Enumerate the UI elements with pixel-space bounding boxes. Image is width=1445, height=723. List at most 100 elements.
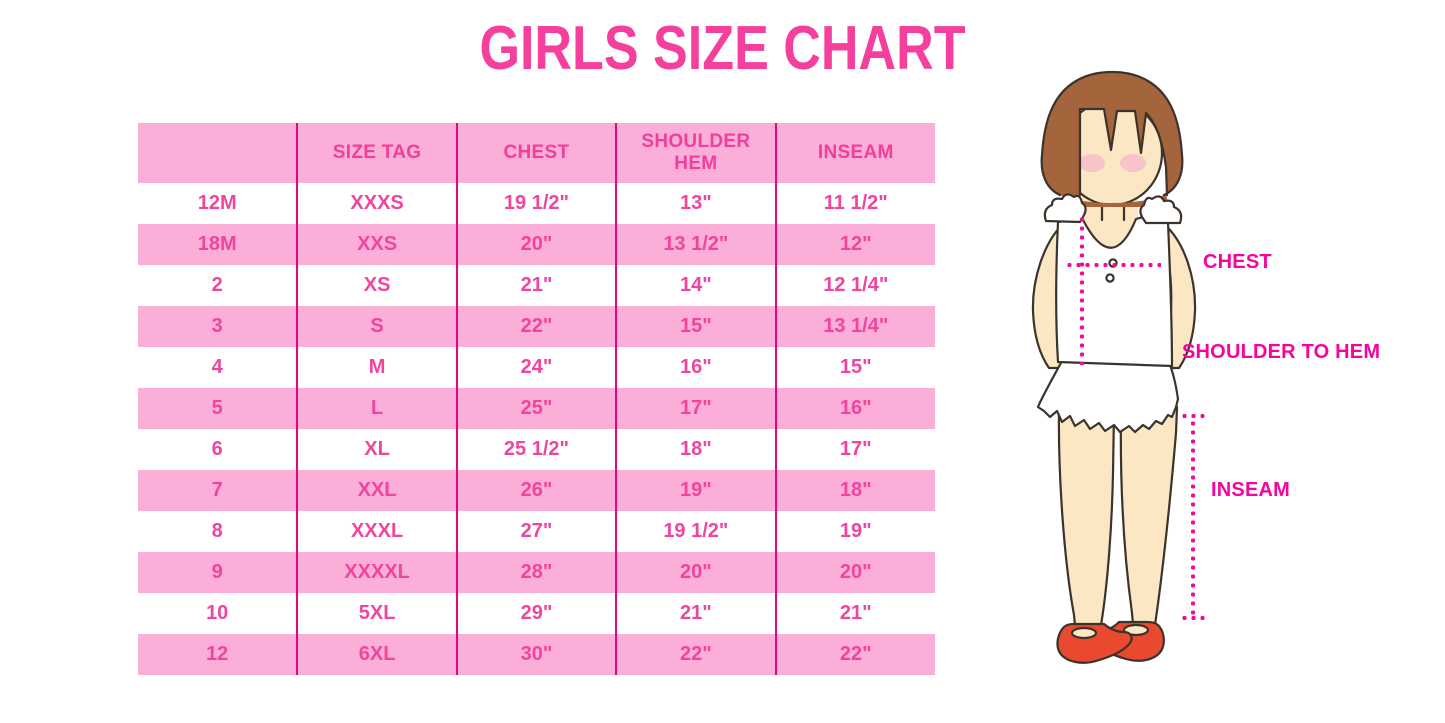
table-row: 6 XL 25 1/2" 18" 17" [138,429,935,470]
table-cell: 22" [615,634,776,675]
size-table-header: SIZE TAG CHEST SHOULDER HEM INSEAM [138,123,935,183]
table-cell: 12M [197,192,237,214]
table-cell: 25" [455,388,617,429]
column-header: SHOULDER HEM [615,123,776,183]
table-cell: 6XL [296,634,457,675]
column-header [138,123,298,183]
ruffle-left [1043,193,1087,224]
table-cell: 11 1/2" [774,183,935,224]
inseam-label: INSEAM [1211,479,1290,501]
table-cell: 24" [455,347,617,388]
table-cell: 18" [774,470,935,511]
table-row: 12 6XL 30" 22" 22" [138,634,935,675]
shoe-left-opening [1070,626,1098,640]
girl-illustration [1031,71,1197,664]
table-cell: 17" [774,429,935,470]
table-row: 5 L 25" 17" 16" [138,388,935,429]
table-cell: 26" [455,470,617,511]
skirt [1036,359,1180,434]
table-cell: 4 [211,356,223,378]
table-row: 4 M 24" 16" 15" [138,347,935,388]
table-cell: 12 1/4" [774,265,935,306]
table-cell: 22" [774,634,935,675]
table-cell: XXXS [296,183,457,224]
column-header: INSEAM [774,123,935,183]
table-cell: 20" [455,224,617,265]
table-cell: 6 [211,438,223,460]
blush-left [1079,154,1105,172]
shoulder-to-hem-measure-line [1079,215,1085,365]
table-cell: 12 [138,634,298,675]
table-cell: 21" [774,593,935,634]
table-cell: 22" [455,306,617,347]
leg-right [1119,405,1179,627]
table-row: 7 XXL 26" 19" 18" [138,470,935,511]
column-header: CHEST [455,123,617,183]
table-cell: 15" [774,347,935,388]
table-cell: 29" [455,593,617,634]
table-cell: 16" [615,347,776,388]
table-cell: 21" [455,265,617,306]
ruffle-right [1139,195,1183,225]
table-cell: XXS [296,224,457,265]
table-row: 12M XXXS 19 1/2" 13" 11 1/2" [138,183,935,224]
shirt [1055,214,1174,368]
button-bottom [1105,273,1115,283]
table-cell: 20" [774,552,935,593]
table-cell: 2 [211,274,223,296]
table-cell: 7 [138,470,298,511]
chest-label: CHEST [1203,251,1272,273]
page-title: GIRLS SIZE CHART [479,14,966,83]
table-cell: 30" [455,634,617,675]
table-cell: XXL [296,470,457,511]
inseam-measure-line [1190,419,1196,617]
inseam-measure-cap-top [1180,413,1207,419]
blush-right [1120,154,1146,172]
table-cell: 18M [138,224,298,265]
shoulder-to-hem-label: SHOULDER TO HEM [1182,341,1381,363]
table-cell: 5 [138,388,298,429]
table-row: 2 XS 21" 14" 12 1/4" [138,265,935,306]
table-cell: XXXXL [296,552,457,593]
column-header: SIZE TAG [296,123,457,183]
table-cell: M [296,347,457,388]
table-cell: 9 [138,552,298,593]
table-cell: 8 [211,520,223,542]
table-row: 10 5XL 29" 21" 21" [138,593,935,634]
inseam-measure-cap-bottom [1180,615,1207,621]
table-cell: 5XL [296,593,457,634]
table-row: 18M XXS 20" 13 1/2" 12" [138,224,935,265]
table-cell: 3 [138,306,298,347]
table-cell: 18" [615,429,776,470]
chest-measure-line [1065,262,1161,268]
table-cell: XS [296,265,457,306]
table-cell: 27" [455,511,617,552]
table-row: 3 S 22" 15" 13 1/4" [138,306,935,347]
girls-size-table: SIZE TAG CHEST SHOULDER HEM INSEAM 12M XXXS 1… [138,123,935,675]
shoe-right-opening [1122,623,1150,637]
table-row: 9 XXXXL 28" 20" 20" [138,552,935,593]
table-cell: L [296,388,457,429]
leg-left [1057,405,1116,627]
table-cell: 14" [615,265,776,306]
table-cell: 17" [615,388,776,429]
size-table-body: 12M XXXS 19 1/2" 13" 11 1/2" 18M XXS 20" 13 1/2"… [138,183,935,675]
hair-outline [1040,71,1184,197]
table-cell: 16" [774,388,935,429]
table-cell: 19 1/2" [455,183,617,224]
table-cell: 21" [615,593,776,634]
table-cell: 15" [615,306,776,347]
table-cell: 19 1/2" [615,511,776,552]
table-cell: 20" [615,552,776,593]
table-cell: 12" [774,224,935,265]
table-cell: S [296,306,457,347]
table-cell: 10 [206,602,229,624]
table-cell: 13 1/2" [615,224,776,265]
header-row: SIZE TAG CHEST SHOULDER HEM INSEAM [138,123,935,183]
bangs-outline [1078,107,1169,197]
table-row: 8 XXXL 27" 19 1/2" 19" [138,511,935,552]
table-cell: 28" [455,552,617,593]
table-cell: XXXL [296,511,457,552]
table-cell: 19" [615,470,776,511]
table-cell: XL [296,429,457,470]
